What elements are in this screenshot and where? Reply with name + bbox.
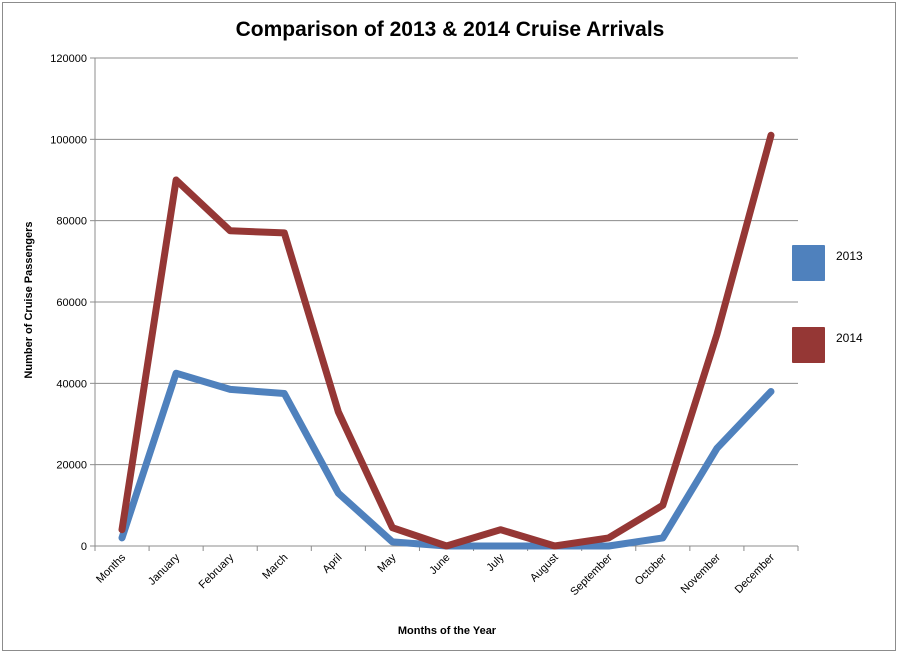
y-tick-label: 120000 xyxy=(50,53,87,65)
x-tick-label: April xyxy=(320,552,344,576)
legend: 2013 2014 xyxy=(792,245,863,363)
chart: Comparison of 2013 & 2014 Cruise Arrival… xyxy=(23,18,863,637)
legend-swatch-2013 xyxy=(792,245,825,281)
x-tick-label: Months xyxy=(94,551,128,585)
x-tick-label: May xyxy=(375,551,399,575)
x-tick-label: October xyxy=(633,551,669,587)
x-tick-labels: Months January February March April May June Ju… xyxy=(94,551,777,598)
x-tick-label: January xyxy=(146,551,183,588)
y-tick-label: 20000 xyxy=(56,460,87,472)
x-tick-label: November xyxy=(679,551,724,596)
y-tick-label: 80000 xyxy=(56,216,87,228)
series-line-2014 xyxy=(118,131,775,550)
x-tick-label: December xyxy=(733,551,778,596)
y-tick-labels: 0 20000 40000 60000 80000 100000 120000 xyxy=(50,53,87,553)
x-tick-label: September xyxy=(568,551,615,598)
x-tick-label: February xyxy=(197,551,237,591)
series-lines xyxy=(118,131,775,550)
axes xyxy=(90,57,799,551)
y-tick-label: 100000 xyxy=(50,134,87,146)
y-tick-label: 0 xyxy=(81,541,87,553)
y-tick-label: 40000 xyxy=(56,378,87,390)
y-tick-label: 60000 xyxy=(56,297,87,309)
chart-title: Comparison of 2013 & 2014 Cruise Arrival… xyxy=(236,18,665,41)
y-axis-title: Number of Cruise Passengers xyxy=(23,221,35,378)
x-axis-title: Months of the Year xyxy=(398,625,497,637)
x-tick-label: August xyxy=(528,552,561,585)
legend-label-2013: 2013 xyxy=(836,249,863,263)
legend-swatch-2014 xyxy=(792,327,825,363)
x-tick-label: July xyxy=(484,551,507,574)
x-tick-label: June xyxy=(427,552,452,577)
legend-label-2014: 2014 xyxy=(836,331,863,345)
x-tick-label: March xyxy=(260,552,290,582)
